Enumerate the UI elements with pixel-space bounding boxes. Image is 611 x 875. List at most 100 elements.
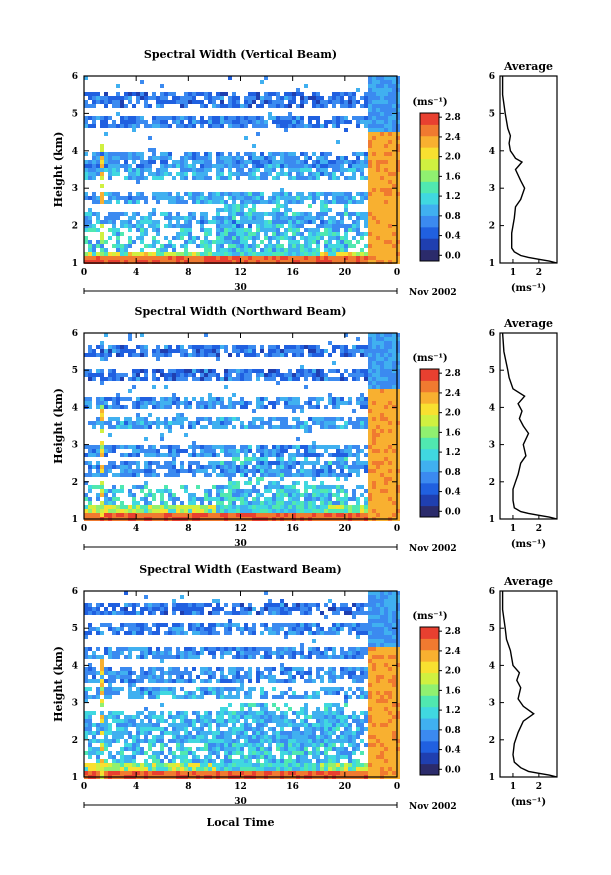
heatmap-cell: [180, 595, 184, 599]
heatmap-cell: [156, 353, 160, 357]
heatmap-cell: [140, 220, 144, 224]
heatmap-cell: [368, 116, 372, 120]
heatmap-cell: [344, 100, 348, 104]
heatmap-cell: [380, 96, 384, 100]
heatmap-cell: [148, 755, 152, 759]
heatmap-cell: [252, 417, 256, 421]
heatmap-cell: [256, 164, 260, 168]
heatmap-cell: [368, 473, 372, 477]
heatmap-cell: [320, 216, 324, 220]
heatmap-cell: [380, 92, 384, 96]
heatmap-cell: [368, 393, 372, 397]
heatmap-cell: [240, 236, 244, 240]
heatmap-cell: [236, 100, 240, 104]
heatmap-cell: [288, 405, 292, 409]
heatmap-cell: [180, 687, 184, 691]
heatmap-cell: [300, 421, 304, 425]
heatmap-cell: [392, 345, 396, 349]
heatmap-cell: [352, 377, 356, 381]
heatmap-cell: [268, 469, 272, 473]
heatmap-cell: [340, 172, 344, 176]
heatmap-cell: [396, 144, 400, 148]
heatmap-cell: [84, 92, 88, 96]
heatmap-cell: [384, 212, 388, 216]
heatmap-cell: [368, 509, 372, 513]
heatmap-cell: [156, 461, 160, 465]
heatmap-cell: [92, 172, 96, 176]
heatmap-cell: [348, 469, 352, 473]
heatmap-cell: [396, 228, 400, 232]
heatmap-cell: [220, 232, 224, 236]
heatmap-cell: [84, 172, 88, 176]
heatmap-cell: [340, 104, 344, 108]
heatmap-cell: [128, 389, 132, 393]
heatmap-cell: [160, 651, 164, 655]
heatmap-cell: [156, 723, 160, 727]
heatmap-cell: [192, 156, 196, 160]
heatmap-cell: [344, 208, 348, 212]
heatmap-cell: [216, 397, 220, 401]
heatmap-cell: [216, 96, 220, 100]
heatmap-cell: [236, 469, 240, 473]
heatmap-cell: [116, 497, 120, 501]
heatmap-cell: [392, 216, 396, 220]
heatmap-cell: [380, 180, 384, 184]
colorbar-segment: [420, 226, 439, 239]
heatmap-cell: [376, 393, 380, 397]
heatmap-cell: [88, 248, 92, 252]
heatmap-cell: [120, 727, 124, 731]
heatmap-cell: [92, 256, 96, 260]
heatmap-cell: [196, 405, 200, 409]
heatmap-cell: [372, 461, 376, 465]
heatmap-cell: [104, 723, 108, 727]
heatmap-cell: [348, 453, 352, 457]
heatmap-cell: [128, 421, 132, 425]
heatmap-cell: [136, 611, 140, 615]
heatmap-cell: [200, 168, 204, 172]
heatmap-cell: [108, 220, 112, 224]
heatmap-cell: [308, 252, 312, 256]
heatmap-cell: [252, 260, 256, 264]
heatmap-cell: [184, 152, 188, 156]
heatmap-cell: [312, 405, 316, 409]
heatmap-cell: [240, 469, 244, 473]
heatmap-cell: [284, 345, 288, 349]
heatmap-cell: [228, 449, 232, 453]
heatmap-cell: [360, 405, 364, 409]
heatmap-cell: [256, 236, 260, 240]
heatmap-cell: [184, 397, 188, 401]
heatmap-cell: [136, 401, 140, 405]
heatmap-cell: [256, 168, 260, 172]
heatmap-cell: [96, 168, 100, 172]
heatmap-cell: [388, 485, 392, 489]
heatmap-cell: [96, 405, 100, 409]
heatmap-cell: [356, 337, 360, 341]
heatmap-cell: [256, 477, 260, 481]
heatmap-cell: [100, 373, 104, 377]
heatmap-cell: [144, 353, 148, 357]
heatmap-cell: [264, 485, 268, 489]
heatmap-cell: [224, 385, 228, 389]
heatmap-cell: [380, 216, 384, 220]
heatmap-cell: [392, 116, 396, 120]
heatmap-cell: [240, 397, 244, 401]
heatmap-cell: [136, 445, 140, 449]
heatmap-cell: [268, 168, 272, 172]
heatmap-cell: [208, 421, 212, 425]
heatmap-cell: [236, 152, 240, 156]
heatmap-cell: [256, 493, 260, 497]
heatmap-cell: [312, 152, 316, 156]
heatmap-cell: [304, 429, 308, 433]
heatmap-cell: [348, 96, 352, 100]
heatmap-cell: [328, 401, 332, 405]
heatmap-cell: [248, 236, 252, 240]
heatmap-cell: [120, 421, 124, 425]
heatmap-cell: [384, 100, 388, 104]
heatmap-cell: [292, 497, 296, 501]
y-axis-label: Height (km): [52, 388, 65, 464]
heatmap-cell: [192, 513, 196, 517]
heatmap-cell: [100, 449, 104, 453]
heatmap-cell: [132, 695, 136, 699]
heatmap-cell: [100, 240, 104, 244]
heatmap-cell: [228, 76, 232, 80]
